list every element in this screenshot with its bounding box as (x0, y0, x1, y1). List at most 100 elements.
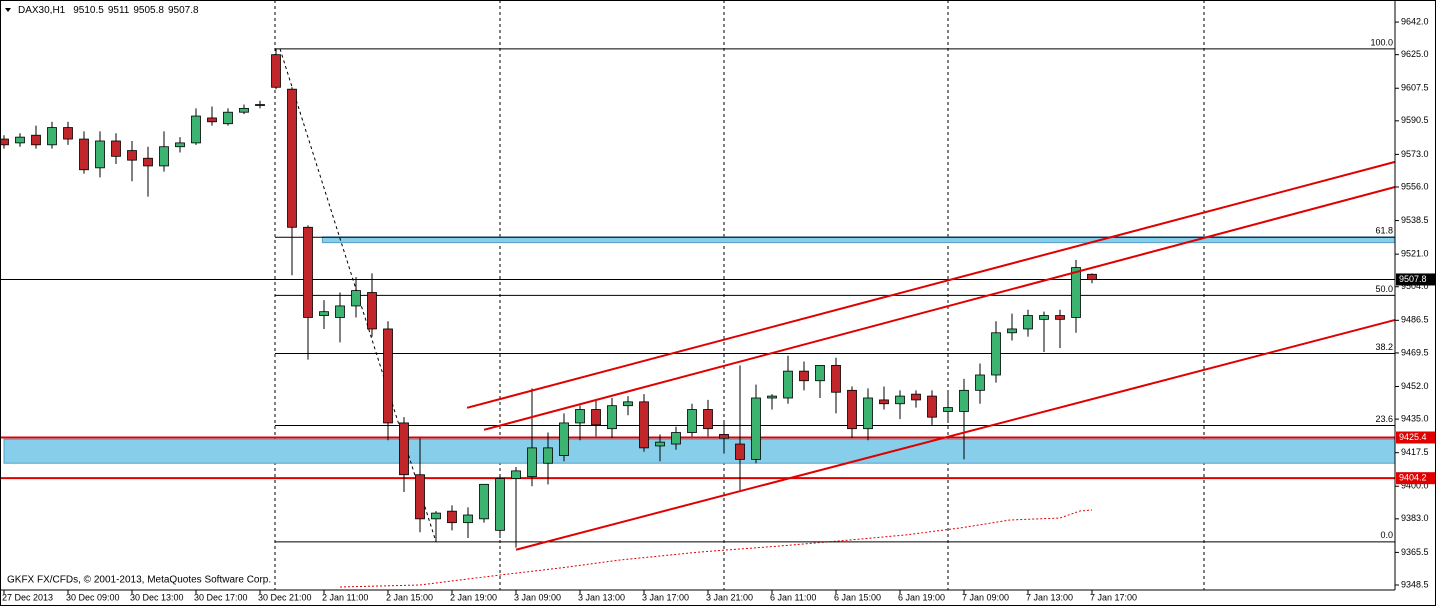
x-tick-label: 3 Jan 21:00 (706, 592, 753, 602)
level-tag: 9404.2 (1399, 473, 1427, 483)
candle-body (207, 117, 217, 123)
candle-body (943, 407, 953, 412)
candle-body (895, 395, 905, 405)
candle-body (783, 370, 793, 399)
candle-body (639, 401, 649, 449)
y-tick-label: 9521.0 (1401, 249, 1429, 259)
y-tick-label: 9590.5 (1401, 115, 1429, 125)
copyright: GKFX FX/CFDs, © 2001-2013, MetaQuotes So… (7, 575, 271, 586)
fib-label: 38.2 (1375, 342, 1393, 352)
candle-body (559, 422, 569, 456)
zone (3, 438, 1396, 464)
x-tick-label: 2 Jan 19:00 (450, 592, 497, 602)
candle-body (703, 409, 713, 430)
channel-line (466, 160, 1396, 409)
x-tick-label: 30 Dec 09:00 (66, 592, 120, 602)
candle-body (991, 332, 1001, 376)
candle-body (143, 157, 153, 167)
candle-body (191, 115, 201, 144)
candle-body (63, 127, 73, 140)
candle-body (1023, 315, 1033, 330)
candle-body (527, 447, 537, 478)
x-tick-label: 30 Dec 17:00 (194, 592, 248, 602)
channel-line (515, 318, 1396, 551)
candle-body (751, 397, 761, 460)
candle-body (575, 409, 585, 424)
candle-body (1039, 315, 1049, 320)
candle-body (223, 111, 233, 125)
candle-body (319, 311, 329, 316)
candle-body (479, 483, 489, 520)
y-tick-label: 9417.5 (1401, 447, 1429, 457)
candle-body (847, 389, 857, 430)
zone (321, 236, 1396, 244)
candle-body (799, 370, 809, 382)
indicator-line (339, 509, 1093, 588)
candle-body (367, 292, 377, 330)
candle-body (1071, 267, 1081, 318)
candle-body (287, 88, 297, 228)
x-tick-label: 6 Jan 15:00 (834, 592, 881, 602)
candle-body (767, 395, 777, 399)
x-tick-label: 3 Jan 09:00 (514, 592, 561, 602)
y-tick-label: 9504.0 (1401, 281, 1429, 291)
overlay-layer: 9642.0 9625.0 9607.5 9590.5 9573.0 9556.0 9538… (2, 16, 1435, 602)
candle-body (511, 470, 521, 479)
candle-body (463, 514, 473, 524)
x-tick-label: 6 Jan 11:00 (770, 592, 816, 602)
candle-body (31, 134, 41, 146)
high-price: 9511 (108, 5, 130, 16)
fib-label: 23.6 (1375, 414, 1393, 424)
y-tick-label: 9435.0 (1401, 413, 1429, 423)
candle-body (591, 409, 601, 426)
y-tick-label: 9556.0 (1401, 181, 1429, 191)
background-layer: 100.0 61.8 50.0 38.2 23.6 0.0 (0, 37, 1396, 543)
candle-body (1055, 315, 1065, 320)
candle-body (431, 512, 441, 520)
y-tick-label: 9625.0 (1401, 49, 1429, 59)
y-tick-label: 9383.0 (1401, 513, 1429, 523)
y-tick-label: 9607.5 (1401, 83, 1429, 93)
candle-body (911, 393, 921, 401)
candle-body (175, 142, 185, 148)
candle-body (623, 401, 633, 407)
close-price: 9507.8 (168, 5, 199, 16)
candle-body (271, 54, 281, 88)
x-tick-label: 6 Jan 19:00 (898, 592, 945, 602)
y-tick-label: 9573.0 (1401, 149, 1429, 159)
candles (0, 48, 1097, 548)
channel-line (483, 186, 1396, 431)
x-tick-label: 7 Jan 13:00 (1026, 592, 1073, 602)
x-tick-label: 7 Jan 09:00 (962, 592, 1009, 602)
level-tag: 9425.4 (1399, 432, 1427, 442)
candle-body (111, 140, 121, 157)
x-tick-label: 30 Dec 13:00 (130, 592, 184, 602)
candle-body (831, 364, 841, 393)
menu-arrow (5, 8, 11, 12)
candle-body (879, 399, 889, 405)
candle-body (255, 104, 265, 106)
y-tick-label: 9365.5 (1401, 547, 1429, 557)
y-tick-label: 9538.5 (1401, 215, 1429, 225)
candle-body (815, 364, 825, 382)
candle-body (239, 107, 249, 113)
candle-body (1087, 273, 1097, 280)
x-tick-label: 3 Jan 17:00 (642, 592, 689, 602)
candle-body (159, 146, 169, 167)
candle-body (607, 405, 617, 430)
candle-body (79, 138, 89, 171)
candle-body (351, 290, 361, 307)
candle-body (399, 422, 409, 476)
candle-body (415, 474, 425, 520)
symbol: DAX30,H1 (18, 5, 66, 16)
candle-body (735, 443, 745, 460)
fib-label: 61.8 (1375, 226, 1393, 236)
candle-body (303, 226, 313, 318)
current-price-tag-box (1396, 273, 1435, 286)
candle-body (47, 127, 57, 146)
x-tick-label: 30 Dec 21:00 (258, 592, 312, 602)
candle-body (127, 150, 137, 161)
x-tick-label: 2 Jan 15:00 (386, 592, 433, 602)
open-price: 9510.5 (73, 5, 104, 16)
